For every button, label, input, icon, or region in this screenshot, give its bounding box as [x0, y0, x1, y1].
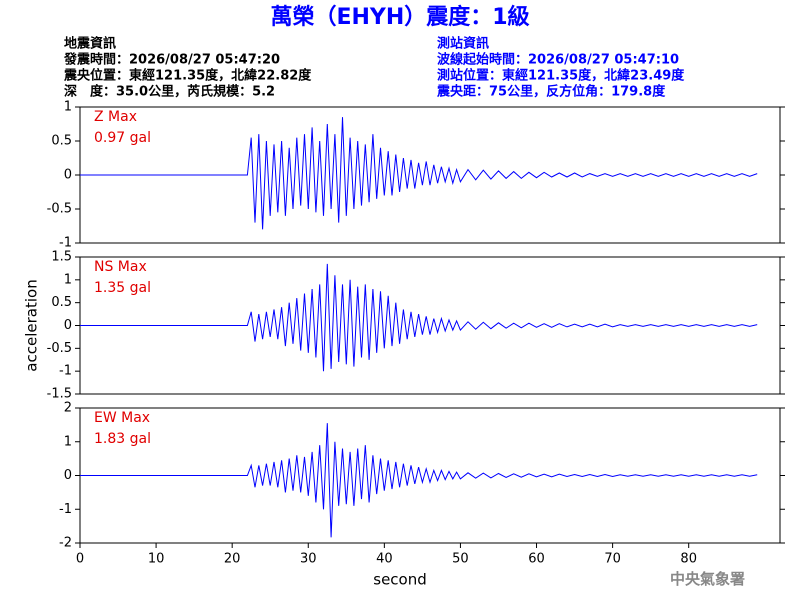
- x-axis-label: second: [373, 571, 427, 589]
- x-tick-label: 40: [376, 552, 393, 567]
- max-annotation: 1.35 gal: [94, 280, 151, 296]
- max-annotation: 1.83 gal: [94, 431, 151, 447]
- y-tick-label: 1: [64, 434, 72, 449]
- x-tick-label: 30: [300, 552, 317, 567]
- y-tick-label: -2: [59, 536, 72, 551]
- y-tick-label: -1: [59, 502, 72, 517]
- footer: 中央氣象署: [670, 570, 745, 588]
- y-tick-label: 0: [64, 168, 72, 183]
- info-left: 深 度：35.0公里，芮氏規模：5.2: [64, 84, 275, 100]
- y-tick-label: -0.5: [47, 341, 72, 356]
- y-tick-label: -1.5: [47, 387, 72, 402]
- x-tick-label: 0: [76, 552, 84, 567]
- y-tick-label: 0.5: [51, 134, 72, 149]
- waveform: [80, 117, 758, 230]
- y-tick-label: 0: [64, 468, 72, 483]
- x-tick-label: 50: [452, 552, 469, 567]
- x-tick-label: 80: [680, 552, 697, 567]
- y-tick-label: -0.5: [47, 202, 72, 217]
- y-tick-label: 1: [64, 272, 72, 287]
- y-tick-label: 0: [64, 318, 72, 333]
- title: 萬榮（EHYH）震度：1級: [270, 4, 529, 30]
- info-right: 震央距：75公里，反方位角：179.8度: [436, 84, 666, 100]
- x-tick-label: 70: [604, 552, 621, 567]
- y-tick-label: -1: [59, 364, 72, 379]
- y-axis-label: acceleration: [23, 279, 41, 371]
- y-tick-label: 2: [64, 401, 72, 416]
- x-tick-label: 10: [148, 552, 165, 567]
- y-tick-label: 1: [64, 100, 72, 115]
- info-left: 震央位置：東經121.35度，北緯22.82度: [63, 68, 312, 84]
- x-tick-label: 60: [528, 552, 545, 567]
- waveform: [80, 423, 758, 538]
- y-tick-label: 0.5: [51, 295, 72, 310]
- y-tick-label: 1.5: [51, 250, 72, 265]
- info-right: 測站資訊: [437, 36, 489, 52]
- info-left: 地震資訊: [64, 36, 116, 52]
- waveform: [80, 263, 758, 372]
- info-left: 發震時間：2026/08/27 05:47:20: [63, 52, 280, 68]
- max-annotation: EW Max: [94, 410, 150, 426]
- max-annotation: NS Max: [94, 259, 147, 275]
- info-right: 波線起始時間：2026/08/27 05:47:10: [437, 52, 679, 68]
- info-right: 測站位置：東經121.35度，北緯23.49度: [437, 68, 685, 84]
- y-tick-label: -1: [59, 236, 72, 251]
- x-tick-label: 20: [224, 552, 241, 567]
- max-annotation: Z Max: [94, 109, 137, 125]
- max-annotation: 0.97 gal: [94, 130, 151, 146]
